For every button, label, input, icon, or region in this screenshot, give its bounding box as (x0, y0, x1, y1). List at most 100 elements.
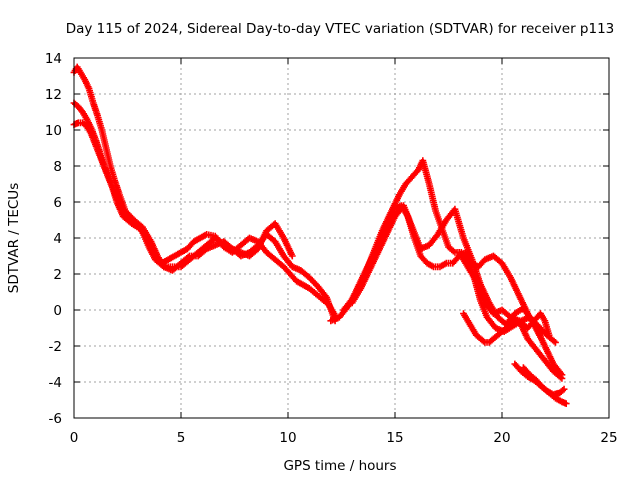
y-tick-label: 10 (45, 123, 62, 139)
series-track-e (340, 202, 566, 379)
data-point-infill (75, 104, 85, 115)
data-points (70, 63, 570, 407)
data-point-infill (517, 318, 526, 327)
data-point-infill (435, 218, 449, 236)
series-track-c (70, 119, 296, 271)
data-point-infill (478, 336, 487, 345)
data-point-infill (255, 229, 270, 251)
data-point-infill (288, 272, 299, 284)
data-point (545, 331, 553, 339)
data-point-infill (409, 225, 424, 251)
data-point-infill (358, 261, 372, 283)
series-track-h (460, 310, 553, 346)
data-point-infill (461, 312, 471, 323)
data-point-infill (400, 204, 415, 229)
data-point-infill (438, 260, 449, 270)
data-point-infill (418, 254, 430, 266)
data-point-infill (500, 307, 513, 320)
data-point (560, 385, 568, 393)
y-tick-label: -6 (49, 411, 62, 427)
data-point-infill (521, 322, 530, 331)
data-point-infill (452, 207, 467, 240)
data-point-infill (426, 182, 439, 213)
y-tick-label: -4 (49, 375, 62, 391)
data-point-infill (538, 312, 548, 323)
data-point-infill (484, 315, 498, 330)
series-track-j (520, 364, 570, 407)
data-point-infill (482, 300, 496, 316)
data-point-infill (179, 257, 192, 269)
data-point-infill (504, 322, 513, 331)
data-point-infill (551, 389, 562, 398)
data-point (562, 400, 570, 407)
data-point-infill (314, 291, 325, 302)
data-point-infill (80, 120, 89, 129)
data-point-infill (393, 203, 404, 212)
y-tick-label: 4 (53, 231, 62, 247)
data-point-infill (137, 225, 152, 249)
data-point-infill (419, 159, 433, 186)
data-point-infill (456, 250, 471, 269)
data-point-infill (525, 336, 539, 352)
data-point-infill (487, 336, 496, 345)
y-tick-label: 6 (53, 195, 62, 211)
x-axis-label: GPS time / hours (283, 458, 396, 474)
data-point-infill (298, 268, 312, 280)
x-tick-label: 10 (279, 430, 296, 446)
data-point-infill (474, 333, 483, 341)
grid-lines (74, 58, 609, 418)
data-point-infill (301, 282, 312, 291)
data-point-infill (82, 78, 92, 91)
data-point-infill (213, 235, 226, 248)
y-tick-label: 8 (53, 159, 62, 175)
y-tick-label: 12 (45, 87, 62, 103)
data-point-infill (171, 263, 183, 271)
data-point-infill (519, 369, 530, 379)
data-point-infill (264, 250, 278, 262)
data-point-infill (281, 236, 295, 258)
data-point-infill (146, 245, 158, 262)
data-point-infill (196, 246, 209, 259)
data-point-infill (205, 231, 217, 240)
data-point-infill (153, 257, 166, 269)
data-point-infill (528, 372, 539, 383)
data-point-infill (264, 232, 278, 244)
data-point-infill (358, 268, 372, 290)
data-point (537, 333, 544, 341)
data-point-infill (551, 369, 564, 381)
data-point-infill (198, 231, 209, 241)
data-point-infill (185, 239, 196, 251)
data-point-infill (559, 399, 569, 407)
data-point-infill (469, 326, 479, 337)
data-point-infill (445, 259, 455, 267)
data-point-infill (521, 306, 535, 323)
data-point (552, 339, 559, 346)
data-point-infill (307, 286, 318, 296)
data-point-infill (512, 362, 524, 374)
data-point-infill (450, 254, 462, 266)
data-point-infill (383, 207, 398, 229)
y-axis-label: SDTVAR / TECUs (6, 183, 22, 293)
data-point-infill (179, 253, 192, 266)
data-point-infill (72, 120, 81, 128)
data-point-infill (192, 235, 203, 245)
data-point-infill (80, 110, 90, 121)
data-point-infill (521, 365, 532, 377)
data-point-infill (508, 318, 517, 327)
x-tick-label: 25 (600, 430, 617, 446)
data-point-infill (84, 117, 94, 130)
data-point-infill (432, 263, 442, 271)
data-point-infill (366, 250, 381, 272)
data-point-infill (272, 240, 287, 258)
data-point-infill (542, 358, 556, 374)
data-point-infill (410, 167, 421, 179)
chart-title: Day 115 of 2024, Sidereal Day-to-day VTE… (66, 21, 615, 37)
data-point-infill (121, 209, 134, 222)
x-tick-label: 20 (493, 430, 510, 446)
series-track-g (455, 249, 566, 382)
data-point-infill (540, 385, 551, 395)
data-point-infill (491, 333, 500, 341)
data-point-infill (375, 232, 389, 254)
data-point-infill (272, 222, 287, 240)
data-point-infill (500, 325, 509, 334)
